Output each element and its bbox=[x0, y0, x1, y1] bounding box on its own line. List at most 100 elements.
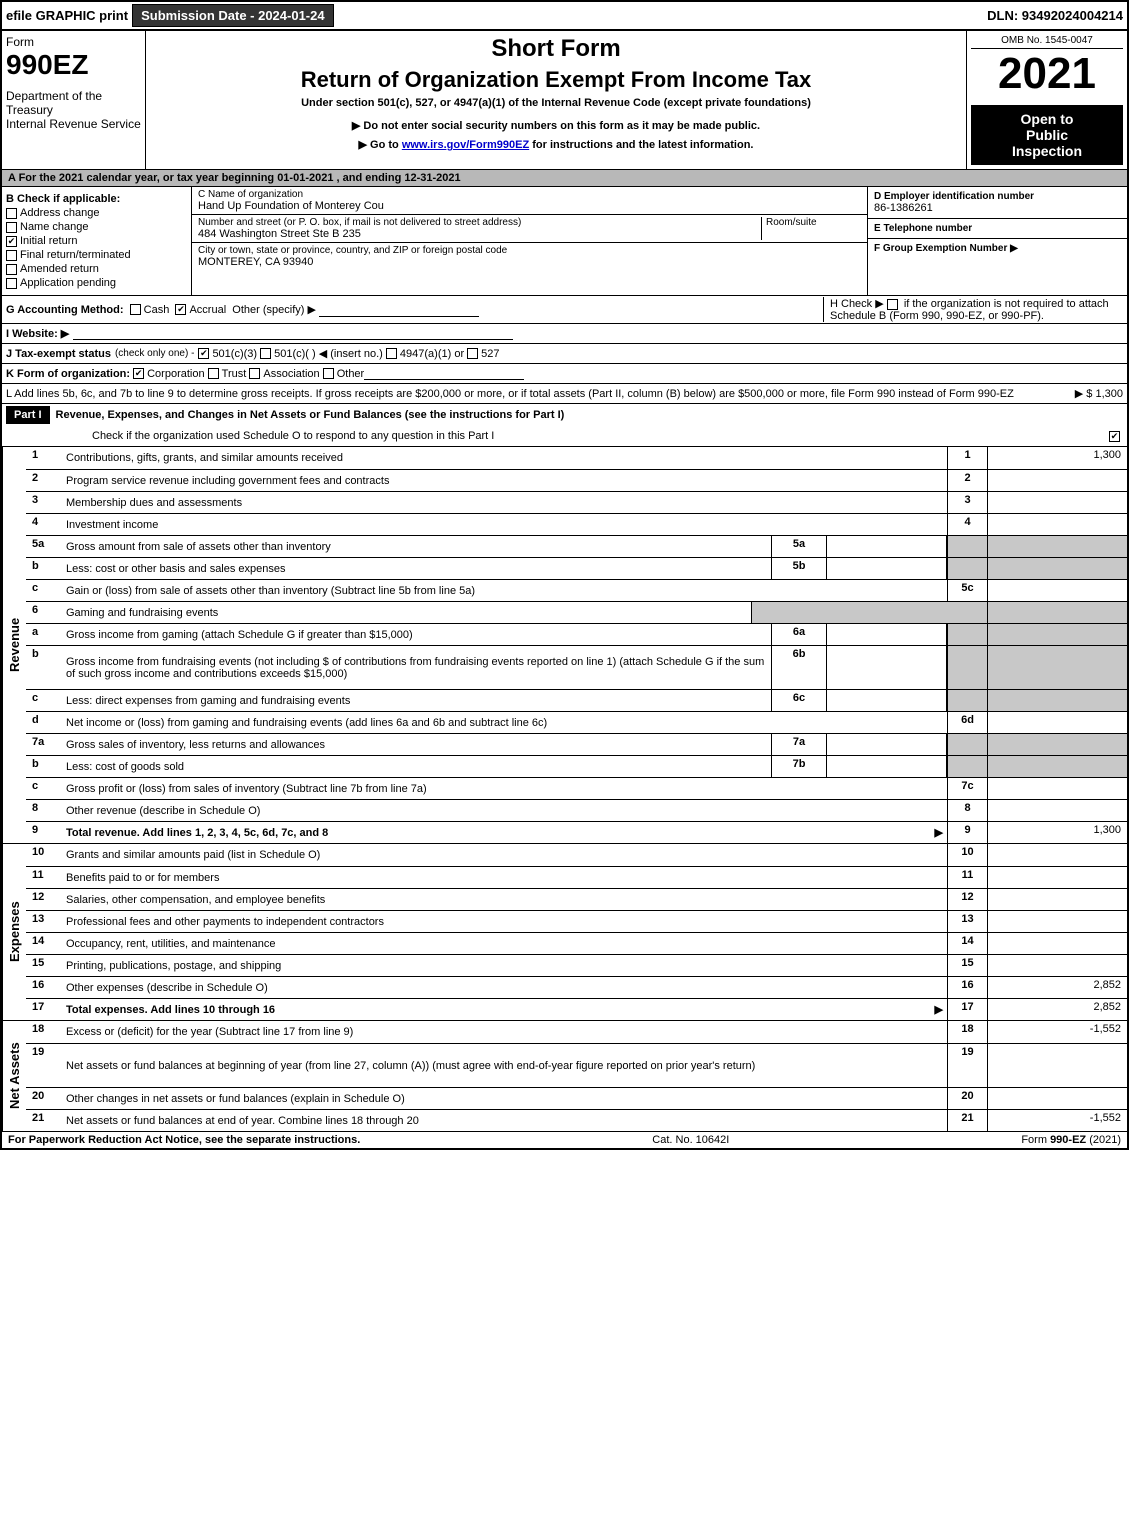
l-amount: ▶ $ 1,300 bbox=[1065, 387, 1123, 400]
badge-line1: Open to bbox=[977, 111, 1117, 127]
table-row: cGross profit or (loss) from sales of in… bbox=[26, 777, 1127, 799]
goto-prefix: ▶ Go to bbox=[359, 139, 402, 151]
goto-suffix: for instructions and the latest informat… bbox=[529, 139, 753, 151]
k-corp: Corporation bbox=[147, 368, 204, 380]
amount-cell bbox=[987, 712, 1127, 733]
table-row: 4Investment income4 bbox=[26, 513, 1127, 535]
chk-label: Amended return bbox=[20, 263, 99, 275]
open-public-badge: Open to Public Inspection bbox=[971, 105, 1123, 165]
chk-label: Address change bbox=[20, 207, 100, 219]
chk-application-pending[interactable]: Application pending bbox=[6, 277, 187, 289]
table-row: 5aGross amount from sale of assets other… bbox=[26, 535, 1127, 557]
amount-cell bbox=[987, 514, 1127, 535]
chk-part1-schedule-o[interactable] bbox=[1109, 431, 1120, 442]
row-text: Net income or (loss) from gaming and fun… bbox=[62, 712, 947, 733]
dln-label: DLN: 93492024004214 bbox=[987, 8, 1123, 23]
row-text: Gross sales of inventory, less returns a… bbox=[62, 734, 771, 755]
amount-cell bbox=[987, 580, 1127, 601]
addr-label: Number and street (or P. O. box, if mail… bbox=[198, 217, 761, 228]
chk-4947[interactable] bbox=[386, 348, 397, 359]
efile-label: efile GRAPHIC print bbox=[6, 8, 128, 23]
table-row: 11Benefits paid to or for members11 bbox=[26, 866, 1127, 888]
chk-other[interactable] bbox=[323, 368, 334, 379]
h-prefix: H Check ▶ bbox=[830, 298, 887, 310]
row-number: c bbox=[26, 690, 62, 711]
line-i: I Website: ▶ bbox=[2, 323, 1127, 343]
chk-final-return[interactable]: Final return/terminated bbox=[6, 249, 187, 261]
row-number: 3 bbox=[26, 492, 62, 513]
table-row: 19Net assets or fund balances at beginni… bbox=[26, 1043, 1127, 1087]
line-num-shade bbox=[947, 536, 987, 557]
sub-line-value bbox=[827, 624, 947, 645]
chk-corp[interactable] bbox=[133, 368, 144, 379]
line-number-cell: 1 bbox=[947, 447, 987, 469]
row-text: Other expenses (describe in Schedule O) bbox=[62, 977, 947, 998]
k-assoc: Association bbox=[263, 368, 319, 380]
row-text: Less: cost of goods sold bbox=[62, 756, 771, 777]
chk-initial-return[interactable]: Initial return bbox=[6, 235, 187, 247]
row-number: 15 bbox=[26, 955, 62, 976]
sub-line-value bbox=[827, 646, 947, 689]
sub-line-number: 5b bbox=[771, 558, 827, 579]
row-number: 7a bbox=[26, 734, 62, 755]
e-label: E Telephone number bbox=[874, 223, 1121, 234]
amount-shade bbox=[987, 756, 1127, 777]
table-row: 7aGross sales of inventory, less returns… bbox=[26, 733, 1127, 755]
line-number-cell: 14 bbox=[947, 933, 987, 954]
chk-amended-return[interactable]: Amended return bbox=[6, 263, 187, 275]
chk-501c3[interactable] bbox=[198, 348, 209, 359]
vlabel-netassets: Net Assets bbox=[2, 1021, 26, 1131]
line-number-cell: 20 bbox=[947, 1088, 987, 1109]
j-opt1: 501(c)(3) bbox=[212, 348, 257, 360]
expenses-section: Expenses 10Grants and similar amounts pa… bbox=[2, 843, 1127, 1020]
form-label: Form bbox=[6, 35, 141, 49]
box-b-title: B Check if applicable: bbox=[6, 193, 187, 205]
g-other-input[interactable] bbox=[319, 304, 479, 317]
chk-trust[interactable] bbox=[208, 368, 219, 379]
part1-label: Part I bbox=[6, 406, 50, 424]
amount-cell: 1,300 bbox=[987, 447, 1127, 469]
chk-assoc[interactable] bbox=[249, 368, 260, 379]
chk-address-change[interactable]: Address change bbox=[6, 207, 187, 219]
d-label: D Employer identification number bbox=[874, 191, 1121, 202]
section-a-bar: A For the 2021 calendar year, or tax yea… bbox=[2, 169, 1127, 186]
j-opt3: 4947(a)(1) or bbox=[400, 348, 464, 360]
chk-h[interactable] bbox=[887, 299, 898, 310]
line-number-cell: 4 bbox=[947, 514, 987, 535]
row-number: c bbox=[26, 580, 62, 601]
row-number: 9 bbox=[26, 822, 62, 843]
c-name-value: Hand Up Foundation of Monterey Cou bbox=[198, 200, 861, 212]
chk-501c[interactable] bbox=[260, 348, 271, 359]
city-value: MONTEREY, CA 93940 bbox=[198, 256, 861, 268]
amount-cell bbox=[987, 911, 1127, 932]
netassets-section: Net Assets 18Excess or (deficit) for the… bbox=[2, 1020, 1127, 1131]
row-number: 21 bbox=[26, 1110, 62, 1131]
row-number: 12 bbox=[26, 889, 62, 910]
row-number: 1 bbox=[26, 447, 62, 469]
row-number: 11 bbox=[26, 867, 62, 888]
line-g-h: G Accounting Method: Cash Accrual Other … bbox=[2, 295, 1127, 323]
chk-accrual[interactable] bbox=[175, 304, 186, 315]
line-number-cell: 17 bbox=[947, 999, 987, 1020]
j-opt2: 501(c)( ) ◀ (insert no.) bbox=[274, 347, 383, 360]
sub-line-number: 7b bbox=[771, 756, 827, 777]
line-number-cell: 7c bbox=[947, 778, 987, 799]
title-main: Return of Organization Exempt From Incom… bbox=[150, 67, 962, 93]
row-text: Gross amount from sale of assets other t… bbox=[62, 536, 771, 557]
line-j: J Tax-exempt status (check only one) - 5… bbox=[2, 343, 1127, 363]
sub-line-value bbox=[827, 756, 947, 777]
irs-link[interactable]: www.irs.gov/Form990EZ bbox=[402, 139, 529, 151]
chk-name-change[interactable]: Name change bbox=[6, 221, 187, 233]
chk-cash[interactable] bbox=[130, 304, 141, 315]
chk-label: Name change bbox=[20, 221, 89, 233]
website-input[interactable] bbox=[73, 327, 513, 340]
box-b: B Check if applicable: Address change Na… bbox=[2, 187, 192, 295]
chk-527[interactable] bbox=[467, 348, 478, 359]
amount-cell bbox=[987, 1044, 1127, 1087]
sub-line-number: 7a bbox=[771, 734, 827, 755]
sub-line-value bbox=[827, 558, 947, 579]
k-other-input[interactable] bbox=[364, 367, 524, 380]
row-text: Other revenue (describe in Schedule O) bbox=[62, 800, 947, 821]
line-number-cell: 10 bbox=[947, 844, 987, 866]
sub-line-number: 5a bbox=[771, 536, 827, 557]
